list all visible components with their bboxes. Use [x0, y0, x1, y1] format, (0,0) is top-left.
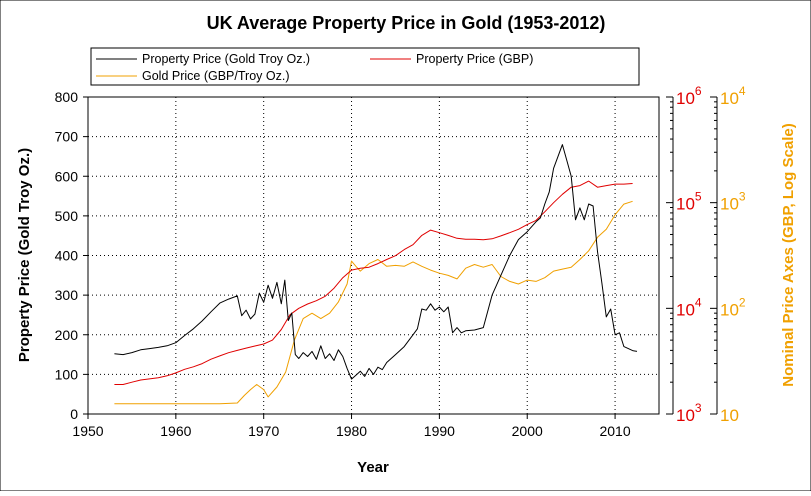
x-tick-label: 2010 — [599, 423, 630, 439]
legend: Property Price (Gold Troy Oz.) Property … — [90, 47, 640, 86]
chart-title: UK Average Property Price in Gold (1953-… — [207, 13, 606, 33]
gold-tick-label: 104 — [720, 84, 746, 108]
x-tick-label: 1950 — [72, 423, 103, 439]
y-tick-label: 0 — [70, 406, 78, 422]
y-tick-label: 400 — [55, 248, 79, 264]
y-axis-gold: 10 102 103 104 — [710, 84, 746, 425]
x-tick-label: 1990 — [424, 423, 455, 439]
series-line-gold-price — [114, 200, 633, 405]
gold-tick-label: 10 — [720, 406, 739, 425]
x-tick-label: 1970 — [248, 423, 279, 439]
gbp-tick-label: 103 — [676, 401, 702, 425]
gbp-tick-label: 106 — [676, 84, 702, 108]
y-axis-gbp: 103 104 105 106 — [666, 84, 702, 425]
y-axis-title: Property Price (Gold Troy Oz.) — [16, 148, 33, 362]
y-tick-label: 200 — [55, 327, 79, 343]
series-line-gbp — [114, 180, 633, 385]
legend-box — [90, 47, 640, 86]
x-tick-label: 2000 — [512, 423, 543, 439]
series-line-gold-oz — [114, 144, 638, 380]
legend-label-gbp: Property Price (GBP) — [416, 52, 533, 66]
gbp-tick-label: 105 — [676, 190, 702, 214]
x-axis: 1950 1960 1970 1980 1990 2000 2010 — [72, 414, 631, 439]
grid — [88, 97, 659, 414]
y-tick-label: 800 — [55, 89, 79, 105]
legend-label-gold-price: Gold Price (GBP/Troy Oz.) — [142, 69, 289, 83]
y2-axis-title: Nominal Price Axes (GBP, Log Scale) — [780, 123, 797, 386]
legend-label-gold-oz: Property Price (Gold Troy Oz.) — [142, 52, 310, 66]
y-tick-label: 100 — [55, 366, 79, 382]
y-tick-label: 700 — [55, 129, 79, 145]
x-tick-label: 1980 — [336, 423, 367, 439]
y-tick-label: 500 — [55, 208, 79, 224]
series-layer — [114, 144, 638, 405]
y-tick-label: 300 — [55, 287, 79, 303]
gold-tick-label: 103 — [720, 190, 746, 214]
gbp-tick-label: 104 — [676, 295, 702, 319]
x-tick-label: 1960 — [160, 423, 191, 439]
y-axis-left: 0 100 200 300 400 500 600 700 800 — [55, 89, 88, 422]
gold-tick-label: 102 — [720, 295, 746, 319]
x-axis-title: Year — [357, 459, 389, 476]
y-tick-label: 600 — [55, 168, 79, 184]
